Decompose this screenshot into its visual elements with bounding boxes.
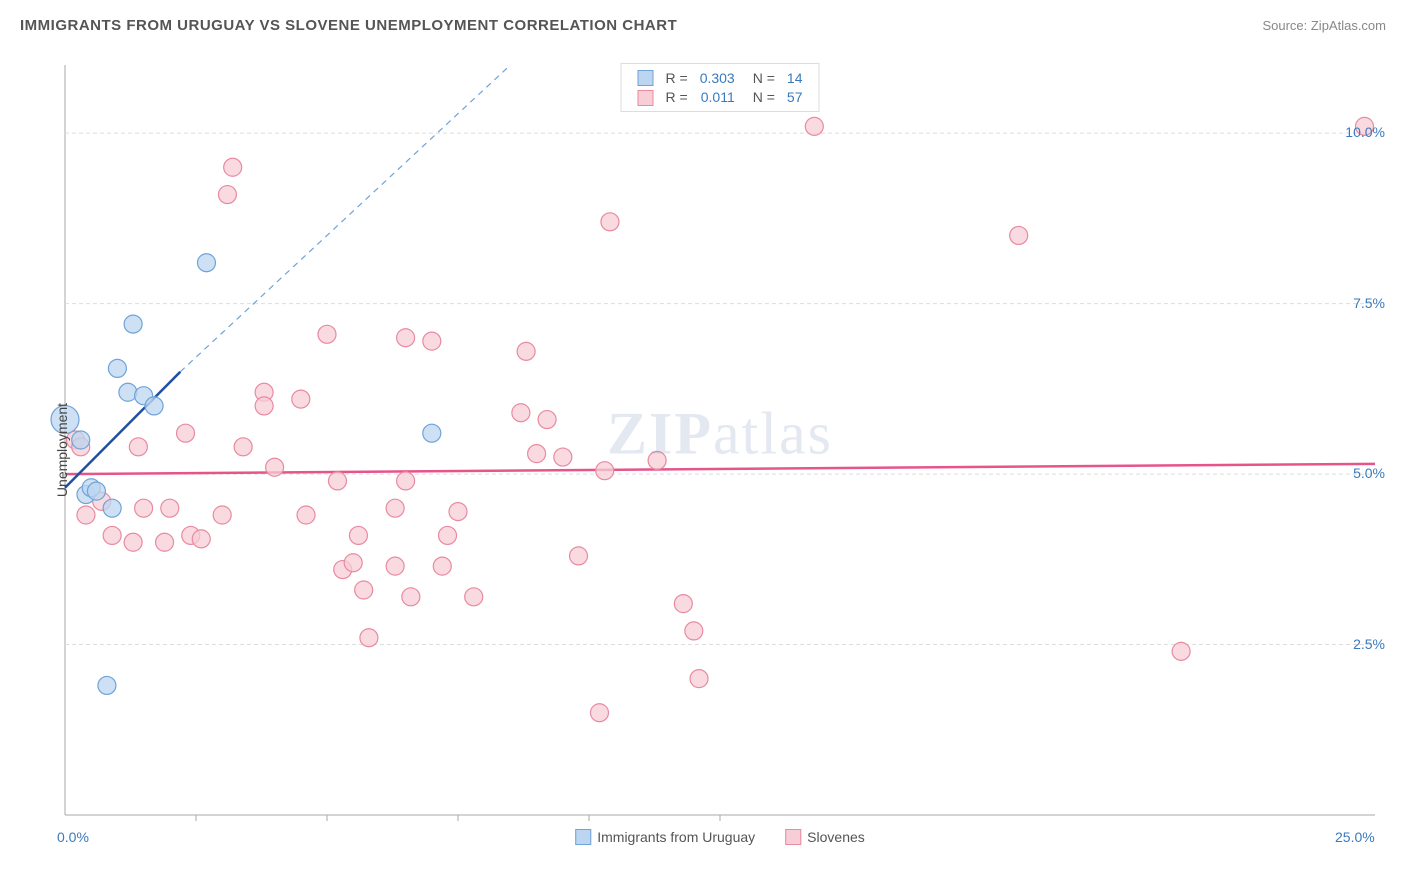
y-tick-label: 5.0% — [1353, 465, 1385, 481]
correlation-legend: R = 0.303 N = 14 R = 0.011 N = 57 — [621, 63, 820, 112]
legend-row-slovenes: R = 0.011 N = 57 — [632, 87, 809, 106]
x-tick-label: 25.0% — [1335, 829, 1375, 845]
header: IMMIGRANTS FROM URUGUAY VS SLOVENE UNEMP… — [0, 0, 1406, 40]
source-attribution: Source: ZipAtlas.com — [1262, 18, 1386, 33]
scatter-plot — [50, 55, 1390, 845]
legend-item-uruguay: Immigrants from Uruguay — [575, 829, 755, 845]
chart-title: IMMIGRANTS FROM URUGUAY VS SLOVENE UNEMP… — [20, 17, 677, 34]
y-tick-label: 10.0% — [1345, 124, 1385, 140]
swatch-slovenes — [638, 90, 654, 106]
series-legend: Immigrants from Uruguay Slovenes — [575, 829, 865, 845]
swatch-uruguay-icon — [575, 829, 591, 845]
y-tick-label: 7.5% — [1353, 295, 1385, 311]
y-axis-label: Unemployment — [54, 403, 70, 497]
swatch-uruguay — [638, 70, 654, 86]
x-tick-label: 0.0% — [57, 829, 89, 845]
swatch-slovenes-icon — [785, 829, 801, 845]
chart-container: Unemployment ZIPatlas R = 0.303 N = 14 R… — [50, 55, 1390, 845]
legend-row-uruguay: R = 0.303 N = 14 — [632, 68, 809, 87]
legend-item-slovenes: Slovenes — [785, 829, 865, 845]
y-tick-label: 2.5% — [1353, 636, 1385, 652]
